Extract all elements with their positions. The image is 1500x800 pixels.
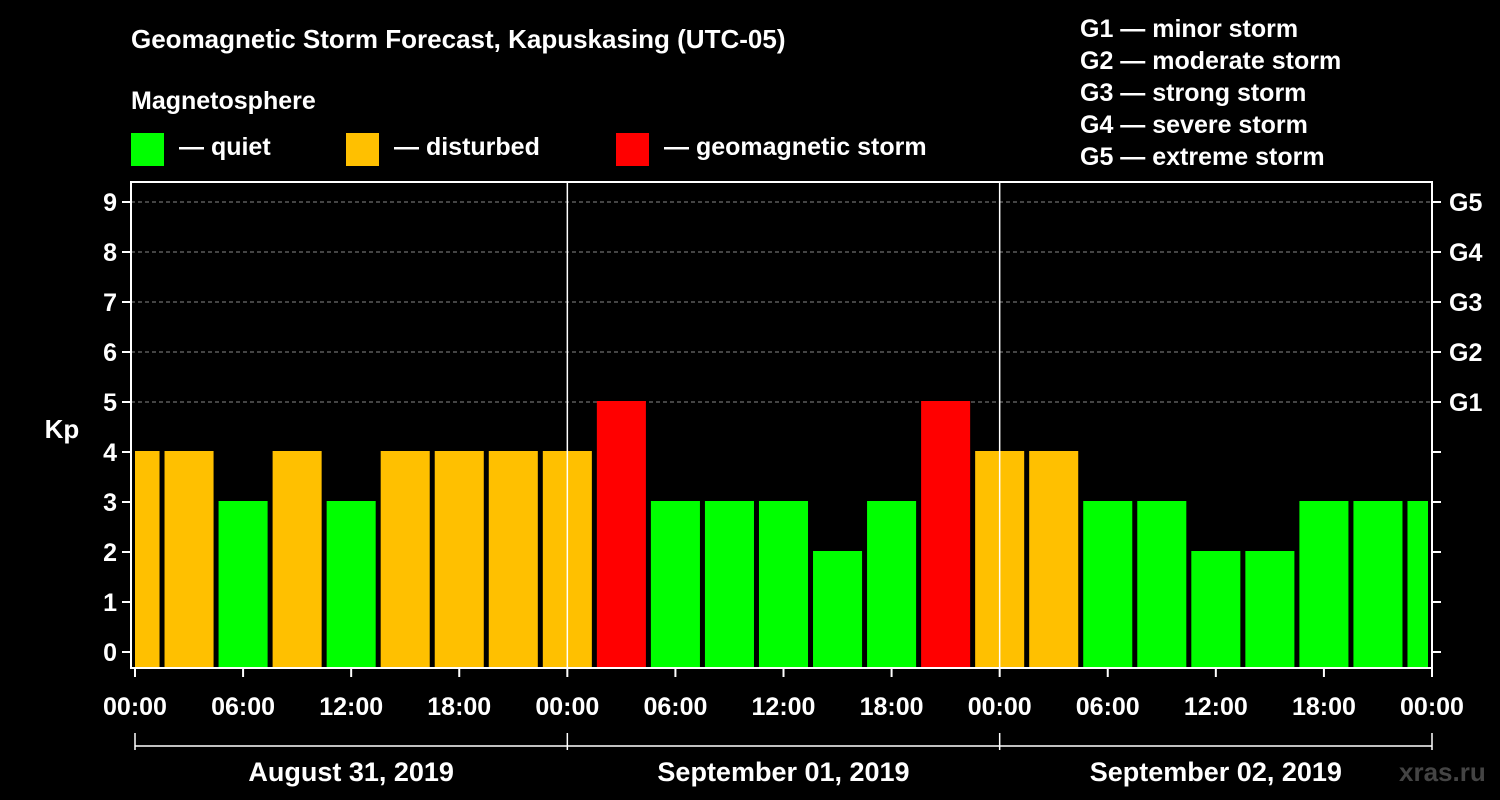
date-label-2: September 02, 2019	[1090, 757, 1342, 787]
storm-scale-g2: G2 — moderate storm	[1080, 47, 1342, 75]
chart-subtitle: Magnetosphere	[131, 87, 316, 115]
storm-scale-g5: G5 — extreme storm	[1080, 143, 1325, 171]
x-tick-label-5: 06:00	[643, 693, 707, 721]
kp-bar-0	[135, 451, 160, 668]
x-tick-label-6: 12:00	[752, 693, 816, 721]
x-tick-label-1: 06:00	[211, 693, 275, 721]
legend-disturbed-swatch	[346, 133, 379, 166]
kp-bar-7	[488, 451, 538, 668]
chart-title: Geomagnetic Storm Forecast, Kapuskasing …	[131, 24, 786, 54]
g-scale-label-g5: G5	[1449, 189, 1482, 217]
y-tick-label-7: 7	[103, 289, 117, 317]
kp-bar-1	[164, 451, 214, 668]
x-tick-label-10: 12:00	[1184, 693, 1248, 721]
kp-bar-5	[380, 451, 430, 668]
kp-bar-11	[704, 501, 754, 668]
watermark: xras.ru	[1399, 757, 1486, 787]
y-tick-label-2: 2	[103, 539, 117, 567]
g-scale-label-g3: G3	[1449, 289, 1482, 317]
kp-bar-19	[1137, 501, 1187, 668]
y-tick-label-8: 8	[103, 239, 117, 267]
y-tick-label-0: 0	[103, 639, 117, 667]
kp-bar-4	[326, 501, 376, 668]
storm-scale-g4: G4 — severe storm	[1080, 111, 1308, 139]
kp-bar-15	[921, 401, 971, 668]
legend-quiet-label: — quiet	[179, 133, 271, 161]
plot-frame	[130, 181, 1433, 669]
x-tick-label-12: 00:00	[1400, 693, 1464, 721]
storm-scale-legend: G1 — minor storm G2 — moderate storm G3 …	[1080, 14, 1341, 174]
kp-bar-20	[1191, 551, 1241, 668]
storm-scale-g3: G3 — strong storm	[1080, 79, 1307, 107]
kp-bar-3	[272, 451, 322, 668]
g-scale-label-g2: G2	[1449, 339, 1482, 367]
y-tick-label-4: 4	[103, 439, 117, 467]
kp-bar-12	[758, 501, 809, 668]
y-tick-label-9: 9	[103, 189, 117, 217]
y-tick-label-5: 5	[103, 389, 117, 417]
kp-bar-13	[813, 551, 863, 668]
storm-scale-g1: G1 — minor storm	[1080, 15, 1299, 43]
kp-bar-21	[1245, 551, 1295, 668]
kp-bar-22	[1299, 501, 1349, 668]
kp-bar-17	[1029, 451, 1079, 668]
legend-disturbed-label: — disturbed	[394, 133, 540, 161]
kp-bar-9	[596, 401, 646, 668]
g-scale-label-g1: G1	[1449, 389, 1482, 417]
kp-bar-23	[1353, 501, 1403, 668]
legend-storm-label: — geomagnetic storm	[664, 133, 927, 161]
y-tick-label-6: 6	[103, 339, 117, 367]
x-tick-label-11: 18:00	[1292, 693, 1356, 721]
date-label-0: August 31, 2019	[248, 757, 454, 787]
kp-bar-24	[1407, 501, 1428, 668]
kp-bar-18	[1083, 501, 1133, 668]
legend-storm-swatch	[616, 133, 649, 166]
x-tick-label-3: 18:00	[427, 693, 491, 721]
legend-quiet-swatch	[131, 133, 164, 166]
x-tick-label-7: 18:00	[860, 693, 924, 721]
y-axis-title: Kp	[45, 414, 80, 444]
kp-bar-14	[867, 501, 917, 668]
date-label-1: September 01, 2019	[657, 757, 909, 787]
kp-bar-2	[218, 501, 268, 668]
x-tick-label-0: 00:00	[103, 693, 167, 721]
x-tick-label-8: 00:00	[968, 693, 1032, 721]
g-scale-label-g4: G4	[1449, 239, 1482, 267]
x-tick-label-2: 12:00	[319, 693, 383, 721]
kp-bar-10	[650, 501, 700, 668]
y-tick-label-3: 3	[103, 489, 117, 517]
x-tick-label-4: 00:00	[535, 693, 599, 721]
x-tick-label-9: 06:00	[1076, 693, 1140, 721]
kp-bar-6	[434, 451, 484, 668]
y-tick-label-1: 1	[103, 589, 117, 617]
